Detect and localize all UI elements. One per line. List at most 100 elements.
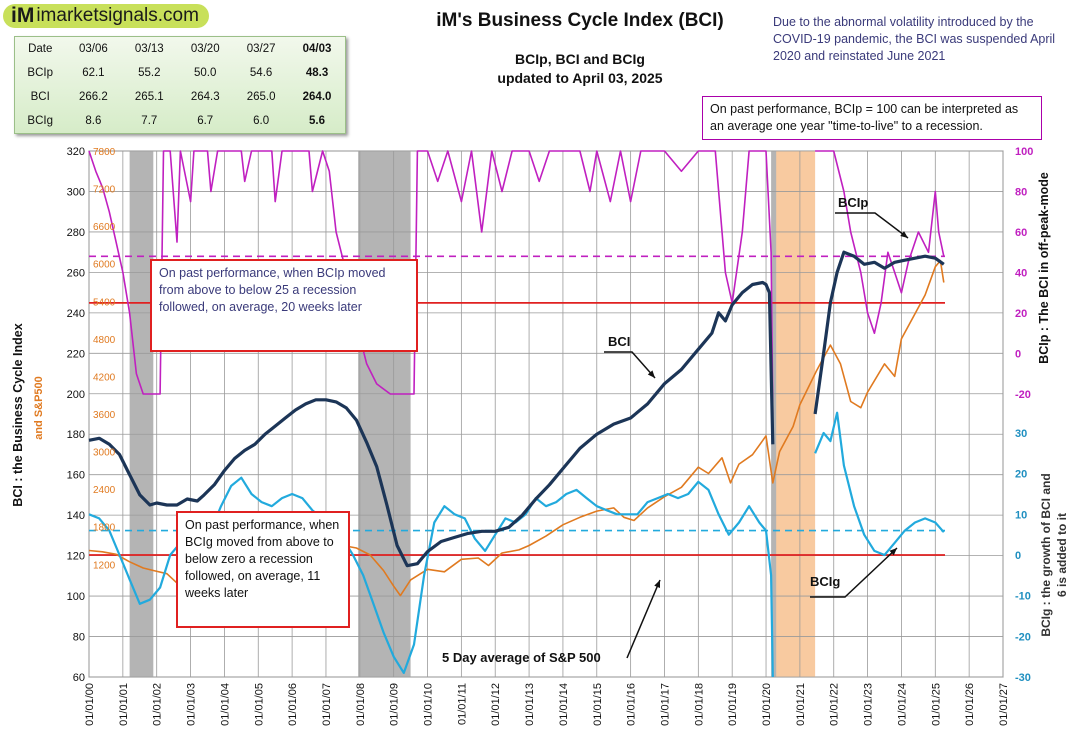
table-cell: 8.6 <box>85 115 102 127</box>
table-cell: BCIp <box>27 67 53 79</box>
table-cell: 265.1 <box>134 91 164 103</box>
bcip-axis-title: BCIp : The BCI in off-peak-mode <box>1037 172 1051 364</box>
bcip-arrow <box>835 212 909 239</box>
x-tick-label: 01/01/13 <box>524 683 536 726</box>
table-header-cell: 03/27 <box>246 43 276 55</box>
bcip-tick-label: 60 <box>1015 227 1027 239</box>
latest-values-table: Date 03/06 03/13 03/20 03/27 04/03 BCIp … <box>14 36 346 134</box>
table-row: BCIg 8.6 7.7 6.7 6.0 5.6 <box>15 109 345 133</box>
bci-line <box>88 280 775 568</box>
table-cell: 5.6 <box>309 115 326 127</box>
brand-prefix: iM <box>11 4 35 27</box>
left-tick-label: 60 <box>73 672 85 684</box>
bcip-arrow-head <box>900 231 908 238</box>
table-header-cell: 03/06 <box>79 43 108 55</box>
table-cell: BCI <box>30 91 50 103</box>
bcip-tick-label: 0 <box>1015 349 1021 361</box>
bci-line-resumed <box>813 250 945 415</box>
bcip-recession-note: On past performance, when BCIp moved fro… <box>150 259 418 352</box>
bcig-arrow-head <box>889 548 897 556</box>
left-axis-title: BCI : the Business Cycle Index <box>11 323 25 506</box>
x-tick-label: 01/01/12 <box>490 683 502 726</box>
x-tick-label: 01/01/18 <box>693 683 705 726</box>
table-cell: 266.2 <box>79 91 108 103</box>
sp500-tick-label: 7200 <box>93 185 116 196</box>
left-tick-label: 300 <box>67 186 85 198</box>
sp500-arrow <box>626 579 661 659</box>
left-tick-label: 160 <box>67 470 85 482</box>
sp500-axis-title: and S&P500 <box>33 376 45 440</box>
brand-name: imarketsignals.com <box>36 5 199 26</box>
sp500-tick-label: 1800 <box>93 523 116 534</box>
x-tick-label: 01/01/25 <box>930 683 942 726</box>
bcip-tick-label: 100 <box>1015 146 1033 158</box>
bcip-tick-label: 20 <box>1015 308 1027 320</box>
x-tick-label: 01/01/20 <box>761 683 773 726</box>
bcig-tick-label: 30 <box>1015 428 1027 440</box>
bcip-line-resumed <box>815 150 945 335</box>
table-cell: 50.0 <box>194 67 217 79</box>
bcip-line <box>88 150 774 415</box>
table-cell: 48.3 <box>305 67 329 79</box>
x-tick-label: 01/01/09 <box>389 683 401 726</box>
bcig-axis-title-line2: 6 is added to it <box>1055 513 1069 597</box>
left-tick-label: 140 <box>67 510 85 522</box>
x-tick-label: 01/01/14 <box>558 683 570 726</box>
x-tick-label: 01/01/24 <box>896 683 908 726</box>
subtitle-line-1: BCIp, BCI and BCIg <box>515 51 645 67</box>
bcig-series-label: BCIg <box>810 574 841 589</box>
recession-band <box>129 151 154 677</box>
table-row: BCIp 62.1 55.2 50.0 54.6 48.3 <box>15 61 345 85</box>
bcip-series-label: BCIp <box>838 195 869 210</box>
x-tick-label: 01/01/10 <box>423 683 435 726</box>
bcig-tick-label: -30 <box>1015 672 1031 684</box>
table-header-cell: 03/20 <box>190 43 220 55</box>
bci-arrow-head <box>647 370 655 378</box>
sp500-tick-label: 2400 <box>93 485 116 496</box>
table-cell: 62.1 <box>82 67 105 79</box>
x-tick-label: 01/01/26 <box>964 683 976 726</box>
left-tick-label: 320 <box>67 146 85 158</box>
x-tick-label: 01/01/05 <box>253 683 265 726</box>
table-header-cell: 03/13 <box>134 43 164 55</box>
tick-labels: 6080100120140160180200220240260280300320… <box>11 146 1069 726</box>
sp500-tick-label: 4800 <box>93 335 116 346</box>
table-cell: 54.6 <box>249 67 273 79</box>
bcip-tick-label: 40 <box>1015 268 1027 280</box>
table-cell: BCIg <box>27 115 53 127</box>
covid-note: Due to the abnormal volatility introduce… <box>773 15 1056 63</box>
bcig-tick-label: 20 <box>1015 469 1027 481</box>
sp500-tick-label: 4200 <box>93 372 116 383</box>
x-tick-label: 01/01/19 <box>727 683 739 726</box>
sp500-tick-label: 6000 <box>93 260 116 271</box>
sp500-tick-label: 3600 <box>93 410 116 421</box>
table-row: BCI 266.2 265.1 264.3 265.0 264.0 <box>15 85 345 109</box>
left-tick-label: 280 <box>67 227 85 239</box>
bcip-tick-label: 80 <box>1015 187 1027 199</box>
sp500-tick-label: 3000 <box>93 448 116 459</box>
x-tick-label: 01/01/17 <box>659 683 671 726</box>
x-tick-label: 01/01/15 <box>592 683 604 726</box>
x-tick-label: 01/01/22 <box>829 683 841 726</box>
bci-series-label: BCI <box>608 334 631 349</box>
table-cell: 7.7 <box>141 115 158 127</box>
left-tick-label: 120 <box>67 551 85 563</box>
left-tick-label: 200 <box>67 389 85 401</box>
brand-logo[interactable]: iM imarketsignals.com <box>3 4 209 28</box>
x-tick-label: 01/01/02 <box>152 683 164 726</box>
sp500-tick-label: 5400 <box>93 297 116 308</box>
table-header-row: Date 03/06 03/13 03/20 03/27 04/03 <box>15 37 345 61</box>
sp500-tick-label: 1200 <box>93 560 116 571</box>
sp500-tick-label: 6600 <box>93 222 116 233</box>
annotation-arrows <box>604 212 909 659</box>
x-tick-label: 01/01/23 <box>863 683 875 726</box>
bcig-arrow <box>810 547 898 598</box>
bcig-tick-label: 0 <box>1015 550 1021 562</box>
table-cell: 55.2 <box>138 67 161 79</box>
sp500-arrow-head <box>654 580 660 588</box>
x-tick-label: 01/01/03 <box>186 683 198 726</box>
x-tick-label: 01/01/00 <box>84 683 96 726</box>
bcip-tick-label: -20 <box>1015 389 1031 401</box>
suspension-band <box>776 151 816 677</box>
bcig-tick-label: -10 <box>1015 591 1031 603</box>
